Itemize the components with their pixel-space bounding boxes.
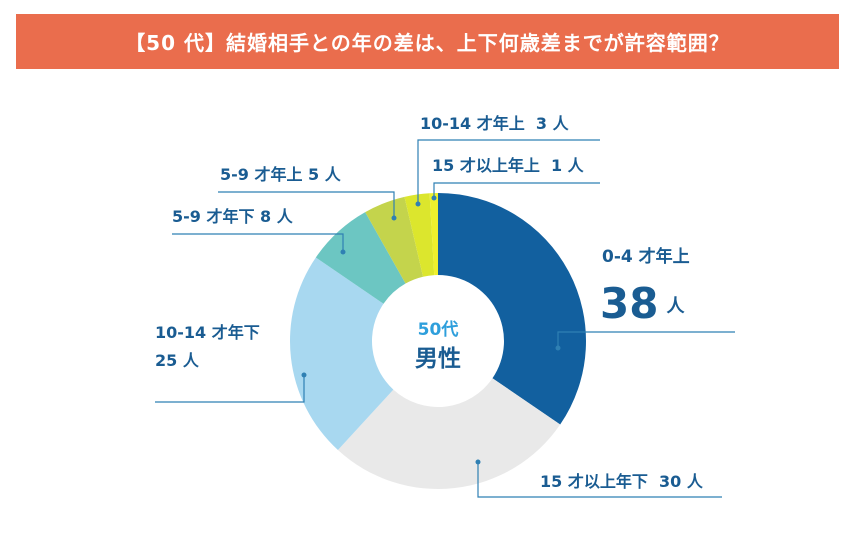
leader-line-6	[433, 182, 600, 198]
leader-line-0	[557, 331, 735, 348]
slice-label-4-0: 5-9 才年上 5 人	[220, 165, 342, 184]
leader-dot-5	[415, 201, 421, 207]
donut-slices	[290, 193, 587, 490]
leader-line-1	[477, 462, 722, 498]
leader-dot-6	[431, 195, 437, 201]
leader-dot-0	[555, 345, 561, 351]
center-label-bottom: 男性	[415, 346, 461, 372]
slice-labels: 0-4 才年上 38 人 15 才以上年下 30 人 10-14 才年下 25 人 5-9 …	[155, 114, 704, 491]
slice-label-6-0: 15 才以上年上 1 人	[432, 156, 585, 175]
slice-6	[429, 193, 438, 276]
slice-label-2-0: 10-14 才年下	[155, 323, 260, 342]
slice-label-1-0: 15 才以上年下 30 人	[540, 472, 704, 491]
chart-title: 【50 代】結婚相手との年の差は、上下何歳差までが許容範囲？	[16, 14, 839, 69]
leader-lines	[155, 139, 735, 498]
leader-line-4	[218, 191, 395, 218]
slice-label-3-0: 5-9 才年下 8 人	[172, 207, 294, 226]
slice-2	[290, 257, 394, 451]
center-label-top: 50代	[418, 319, 459, 340]
leader-dot-3	[340, 249, 346, 255]
leader-dot-2	[301, 372, 307, 378]
slice-0	[438, 193, 587, 425]
leader-dot-1	[475, 459, 481, 465]
slice-5	[404, 193, 435, 277]
slice-3	[315, 212, 406, 304]
slice-label-0-0: 0-4 才年上	[602, 246, 690, 267]
slice-label-5-0: 10-14 才年上 3 人	[420, 114, 570, 133]
leader-line-2	[155, 375, 305, 403]
slice-label-0-1: 38 人	[600, 279, 685, 328]
slice-label-2-1: 25 人	[155, 351, 200, 370]
slice-4	[365, 196, 424, 284]
leader-line-5	[417, 139, 600, 204]
leader-line-3	[172, 233, 344, 252]
slice-1	[337, 378, 561, 490]
leader-dot-4	[391, 215, 397, 221]
